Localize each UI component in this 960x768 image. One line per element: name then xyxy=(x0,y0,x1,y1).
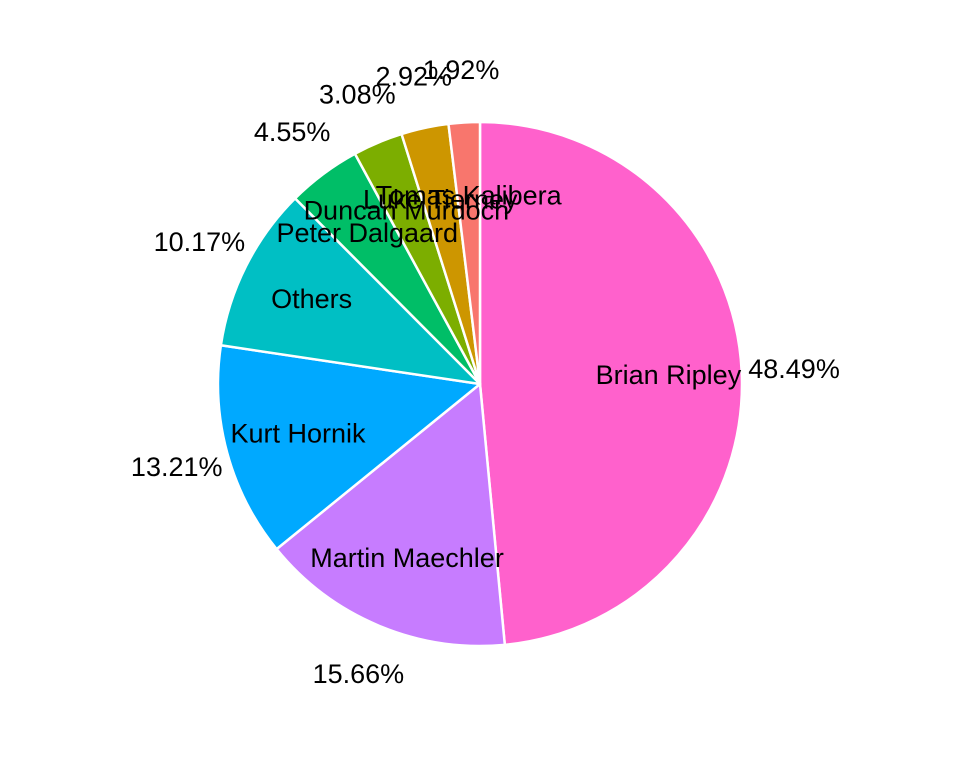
slice-percent-label-kurt-hornik: 13.21% xyxy=(131,452,223,482)
slice-name-label-peter-dalgaard: Peter Dalgaard xyxy=(276,218,458,248)
slice-name-label-others: Others xyxy=(271,284,352,314)
pie-slice-martin-maechler xyxy=(275,382,507,648)
slice-percent-label-luke-tierney: 2.92% xyxy=(375,62,452,92)
pie-slice-tomas-kalibera xyxy=(447,120,482,386)
slice-percent-label-peter-dalgaard: 4.55% xyxy=(254,117,331,147)
slice-percent-label-martin-maechler: 15.66% xyxy=(313,659,405,689)
slice-name-label-kurt-hornik: Kurt Hornik xyxy=(231,419,367,449)
slice-name-label-martin-maechler: Martin Maechler xyxy=(310,543,504,573)
slice-name-label-duncan-murdoch: Duncan Murdoch xyxy=(304,195,510,225)
slice-percent-label-duncan-murdoch: 3.08% xyxy=(319,80,396,110)
pie-slice-brian-ripley xyxy=(478,120,744,647)
slice-name-label-tomas-kalibera: Tomas Kalibera xyxy=(376,181,563,211)
pie-slice-kurt-hornik xyxy=(216,344,482,551)
slice-percent-label-others: 10.17% xyxy=(154,227,246,257)
slice-percent-label-tomas-kalibera: 1.92% xyxy=(423,55,500,85)
pie-slices xyxy=(216,120,744,648)
slice-name-label-brian-ripley: Brian Ripley xyxy=(596,360,742,390)
slice-percent-label-brian-ripley: 48.49% xyxy=(748,354,840,384)
slice-name-label-luke-tierney: Luke Tierney xyxy=(363,185,518,215)
pie-labels: Brian Ripley 48.49% Martin Maechler 15.66% K… xyxy=(131,55,840,689)
pie-slice-others xyxy=(219,197,482,386)
